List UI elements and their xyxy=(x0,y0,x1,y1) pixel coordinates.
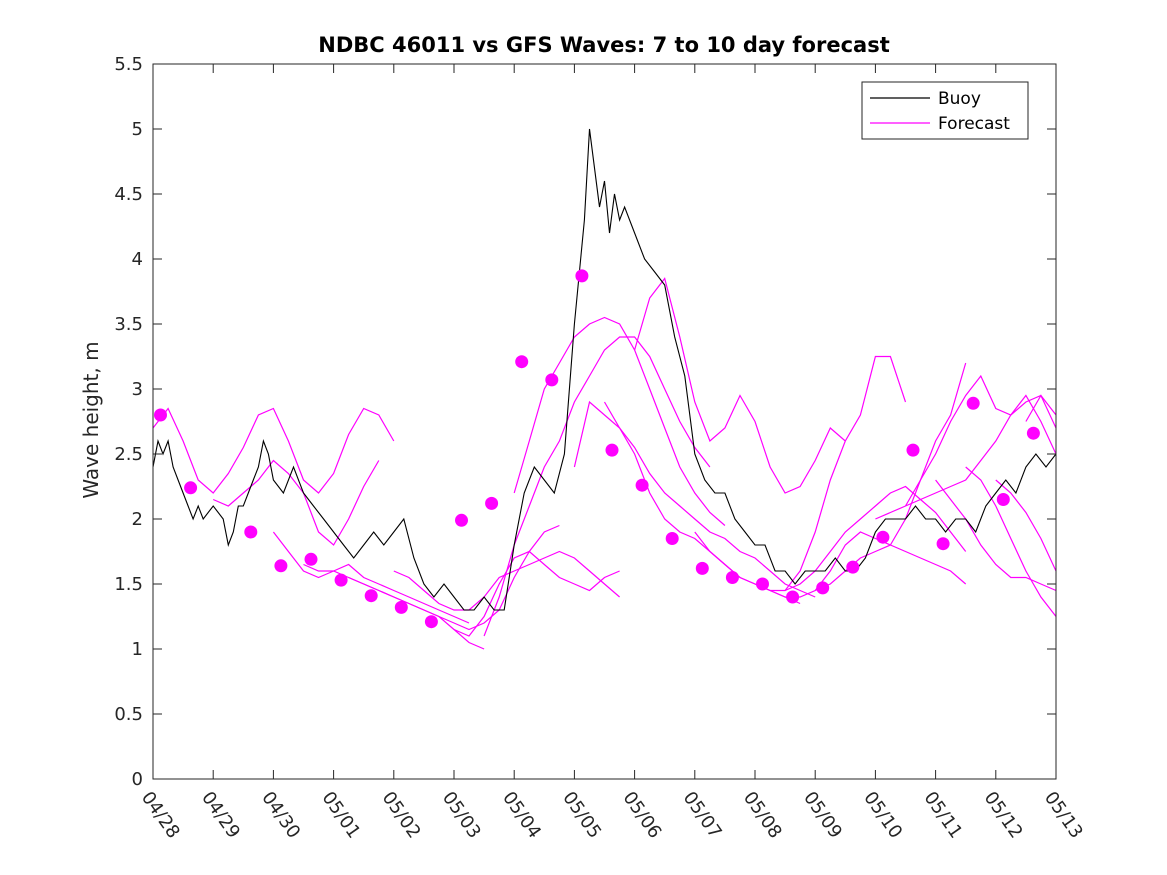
legend-box xyxy=(861,81,1029,140)
forecast-run-line-7 xyxy=(453,550,620,637)
forecast-marker-16 xyxy=(635,478,649,492)
y-tick-label-0: 0 xyxy=(132,769,143,790)
forecast-run-line-5 xyxy=(348,524,560,631)
forecast-marker-13 xyxy=(545,373,559,387)
forecast-run-line-3 xyxy=(272,531,470,624)
forecast-marker-3 xyxy=(244,525,258,539)
y-tick-label-3: 1.5 xyxy=(114,574,143,595)
forecast-marker-29 xyxy=(1026,426,1040,440)
y-tick-label-10: 5 xyxy=(132,119,143,140)
forecast-marker-21 xyxy=(786,590,800,604)
y-tick-label-1: 0.5 xyxy=(114,704,143,725)
forecast-run-line-2 xyxy=(212,459,380,546)
forecast-marker-4 xyxy=(274,559,288,573)
forecast-marker-14 xyxy=(575,269,589,283)
y-tick-label-11: 5.5 xyxy=(114,54,143,75)
forecast-run-line-19 xyxy=(935,479,1056,592)
forecast-marker-15 xyxy=(605,443,619,457)
forecast-marker-20 xyxy=(756,577,769,591)
forecast-marker-10 xyxy=(455,513,468,527)
legend-label-forecast: Forecast xyxy=(938,114,1010,134)
forecast-marker-25 xyxy=(906,443,920,457)
forecast-marker-26 xyxy=(936,537,950,551)
y-tick-label-2: 1 xyxy=(132,639,143,660)
y-tick-label-7: 3.5 xyxy=(114,314,143,335)
forecast-run-line-8 xyxy=(483,336,711,637)
forecast-marker-18 xyxy=(695,561,709,575)
forecast-run-line-16 xyxy=(814,544,967,592)
forecast-marker-24 xyxy=(876,530,890,544)
forecast-run-line-12 xyxy=(634,277,846,494)
forecast-marker-7 xyxy=(364,589,378,603)
forecast-marker-8 xyxy=(394,600,408,614)
forecast-marker-9 xyxy=(424,615,438,629)
forecast-run-line-13 xyxy=(694,355,907,592)
plot-area xyxy=(153,128,1056,650)
legend: Buoy Forecast xyxy=(861,81,1029,140)
forecast-run-line-1 xyxy=(153,407,395,494)
y-tick-label-8: 4 xyxy=(132,249,143,270)
forecast-marker-5 xyxy=(304,552,318,566)
forecast-marker-22 xyxy=(816,581,830,595)
chart-title: NDBC 46011 vs GFS Waves: 7 to 10 day for… xyxy=(318,33,889,57)
buoy-series-line xyxy=(153,128,1056,611)
y-axis-label: Wave height, m xyxy=(79,341,103,498)
forecast-marker-23 xyxy=(846,560,860,574)
forecast-run-line-22 xyxy=(1025,394,1056,431)
forecast-marker-6 xyxy=(334,573,348,587)
y-tick-label-9: 4.5 xyxy=(114,184,143,205)
legend-label-buoy: Buoy xyxy=(938,89,981,109)
y-tick-label-4: 2 xyxy=(132,509,143,530)
y-tick-label-5: 2.5 xyxy=(114,444,143,465)
y-tick-label-6: 3 xyxy=(132,379,143,400)
forecast-marker-2 xyxy=(184,481,198,495)
forecast-run-line-6 xyxy=(393,550,620,611)
forecast-run-line-21 xyxy=(995,479,1056,573)
forecast-marker-28 xyxy=(996,493,1010,506)
forecast-marker-11 xyxy=(485,496,499,510)
forecast-marker-19 xyxy=(725,571,739,584)
forecast-run-line-11 xyxy=(603,401,816,598)
forecast-run-line-18 xyxy=(904,374,1056,507)
forecast-run-line-20 xyxy=(965,466,1056,618)
forecast-marker-17 xyxy=(665,532,679,545)
forecast-marker-27 xyxy=(966,396,980,410)
forecast-marker-1 xyxy=(154,408,167,422)
axes-box xyxy=(152,63,1057,780)
forecast-marker-12 xyxy=(515,355,529,369)
